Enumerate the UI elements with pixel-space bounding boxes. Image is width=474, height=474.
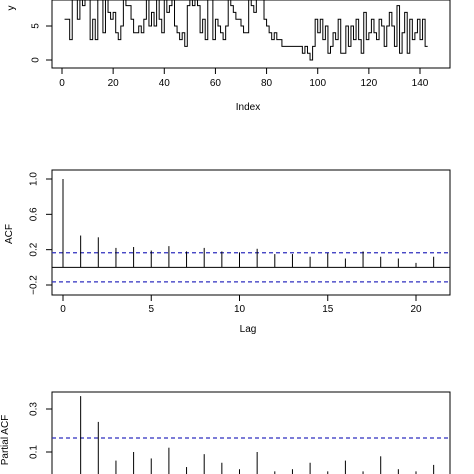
series-x-tick-label: 100 [309, 78, 326, 89]
series-x-tick-label: 80 [261, 78, 273, 89]
pacf-y-axis-label: Partial ACF [0, 415, 11, 466]
pacf-plot-frame [51, 391, 451, 474]
acf-y-tick-label: −0.2 [29, 275, 40, 295]
acf-x-axis-label: Lag [240, 324, 257, 335]
series-line [64, 0, 428, 61]
series-y-tick-label: 5 [31, 23, 42, 29]
series-x-tick-label: 40 [159, 78, 171, 89]
series-x-tick-label: 120 [361, 78, 378, 89]
series-x-tick-label: 140 [412, 78, 429, 89]
series-y-axis-label: y [6, 6, 17, 11]
acf-x-tick-label: 5 [148, 304, 154, 315]
series-x-tick-label: 20 [108, 78, 120, 89]
acf-y-tick-label: 0.6 [29, 207, 40, 221]
pacf-y-tick-label: 0.3 [29, 402, 40, 416]
acf-y-tick-label: 0.2 [29, 242, 40, 256]
acf-x-tick-label: 15 [322, 304, 334, 315]
series-x-tick-label: 0 [59, 78, 65, 89]
series-plot-frame [51, 0, 451, 69]
acf-y-tick-label: 1.0 [29, 172, 40, 186]
acf-y-axis-label: ACF [4, 224, 15, 244]
series-plot: 0 20 40 60 80 100 120 140 0 5 Index y [6, 0, 451, 113]
pacf-y-tick-label: 0.1 [29, 445, 40, 459]
acf-x-tick-label: 0 [60, 304, 66, 315]
acf-x-tick-label: 20 [410, 304, 422, 315]
series-x-tick-label: 60 [210, 78, 222, 89]
acf-plot-frame [51, 169, 451, 296]
acf-x-tick-label: 10 [234, 304, 246, 315]
series-x-axis-label: Index [236, 102, 260, 113]
series-y-tick-label: 0 [31, 57, 42, 63]
acf-plot: 0 5 10 15 20 −0.2 0.2 0.6 1.0 Lag ACF [4, 169, 451, 335]
pacf-plot: 0.1 0.3 Partial ACF [0, 391, 451, 474]
